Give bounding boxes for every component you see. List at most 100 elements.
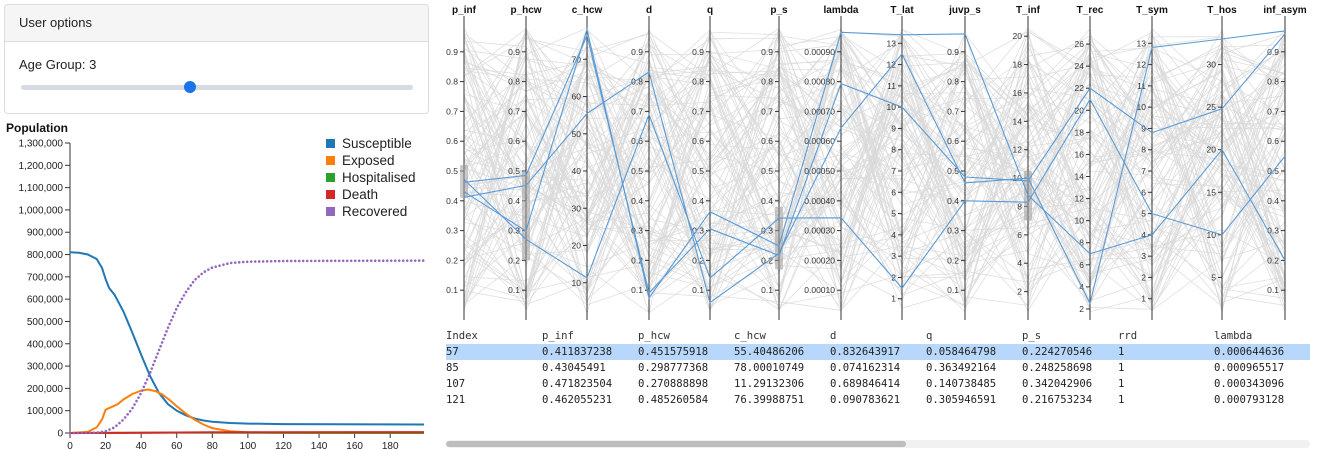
y-tick-label: 800,000 bbox=[27, 250, 64, 261]
axis-tick-label: 0.9 bbox=[947, 47, 959, 57]
x-tick-label: 60 bbox=[171, 441, 183, 450]
axis-tick-label: 20 bbox=[1075, 105, 1085, 115]
axis-title: q bbox=[707, 5, 713, 16]
axis-tick-label: 8 bbox=[891, 145, 896, 155]
axis-tick-label: 1 bbox=[1141, 294, 1146, 304]
axis-tick-label: 0.5 bbox=[446, 166, 458, 176]
axis-tick-label: 25 bbox=[1207, 102, 1217, 112]
axis-title: T_inf bbox=[1016, 5, 1041, 16]
highlighted-line bbox=[463, 30, 1286, 306]
axis-tick-label: 0.9 bbox=[692, 47, 704, 57]
axis-tick-label: 0.6 bbox=[631, 136, 643, 146]
axis-tick-label: 7 bbox=[891, 166, 896, 176]
table-row[interactable]: 85 0.43045491 0.298777368 78.00010749 0.0741… bbox=[446, 360, 1310, 376]
table-cell: 0.462055231 bbox=[542, 394, 613, 406]
legend-label-hospitalised: Hospitalised bbox=[342, 170, 416, 185]
scrollbar-thumb[interactable] bbox=[446, 441, 906, 447]
axis-tick-label: 0.3 bbox=[446, 226, 458, 236]
legend-label-susceptible: Susceptible bbox=[342, 136, 412, 151]
axis-tick-label: 0.9 bbox=[508, 47, 520, 57]
background-line bbox=[463, 34, 1286, 311]
table-header-row[interactable]: Index p_inf p_hcw c_hcw d q p_s rrd lambda bbox=[446, 328, 1310, 344]
axis-tick-label: 0.1 bbox=[446, 285, 458, 295]
axis-tick-label: 0.4 bbox=[508, 196, 520, 206]
background-line bbox=[463, 36, 1286, 288]
table-cell: rrd bbox=[1118, 330, 1138, 342]
axis-title: p_inf bbox=[452, 5, 477, 16]
table-cell: 0.248258698 bbox=[1022, 362, 1093, 374]
axis-tick-label: 0.6 bbox=[761, 136, 773, 146]
axis-tick-label: 0.00090 bbox=[804, 47, 835, 57]
axis-tick-label: 20 bbox=[572, 241, 582, 251]
axis-tick-label: 0.8 bbox=[508, 77, 520, 87]
axis-tick-label: 30 bbox=[572, 203, 582, 213]
table-row[interactable]: 107 0.471823504 0.270888898 11.29132306 0.68… bbox=[446, 376, 1310, 392]
axis-tick-label: 5 bbox=[1211, 272, 1216, 282]
background-line bbox=[463, 60, 1286, 311]
background-lines bbox=[463, 26, 1286, 316]
parallel-coordinates-plot[interactable]: p_inf 0.1 0.2 0.3 0.4 0.5 0.6 0.7 0.8 0.9 p_hcw 0.1… bbox=[440, 0, 1320, 326]
background-line bbox=[463, 75, 1286, 305]
axis-tick-label: 0.1 bbox=[631, 285, 643, 295]
age-group-slider-thumb[interactable] bbox=[183, 81, 196, 93]
axis-tick-label: 18 bbox=[1013, 60, 1023, 70]
y-tick-label: 400,000 bbox=[27, 339, 64, 350]
table-cell: 0.832643917 bbox=[830, 346, 901, 358]
chart-title: Population bbox=[6, 121, 68, 135]
background-line bbox=[463, 34, 1286, 302]
legend-label-recovered: Recovered bbox=[342, 204, 407, 219]
axis-tick-label: 2 bbox=[1141, 272, 1146, 282]
table-horizontal-scrollbar[interactable] bbox=[446, 440, 1310, 448]
table-cell: 0.216753234 bbox=[1022, 394, 1093, 406]
x-tick-label: 20 bbox=[100, 441, 112, 450]
brush-p_inf[interactable] bbox=[460, 165, 468, 198]
axis-tick-label: 3 bbox=[891, 251, 896, 261]
axis-tick-label: 0.2 bbox=[508, 255, 520, 265]
table-cell: Index bbox=[446, 330, 478, 342]
x-tick-label: 120 bbox=[275, 441, 292, 450]
axis-tick-label: 26 bbox=[1075, 39, 1085, 49]
axis-tick-label: 0.2 bbox=[1267, 255, 1279, 265]
table-cell: p_inf bbox=[542, 330, 574, 342]
axis-tick-label: 6 bbox=[1017, 230, 1022, 240]
background-line bbox=[463, 46, 1286, 309]
series-line-recovered bbox=[68, 259, 426, 435]
table-row[interactable]: 57 0.411837238 0.451575918 55.40486206 0.832… bbox=[446, 344, 1310, 360]
axis-tick-label: 11 bbox=[1137, 81, 1146, 91]
background-line bbox=[463, 43, 1286, 306]
axis-tick-label: 9 bbox=[891, 123, 896, 133]
axis-tick-label: 0.6 bbox=[446, 136, 458, 146]
axis-T_hos: T_hos 5 10 15 20 25 30 bbox=[1207, 5, 1237, 320]
axis-title: T_hos bbox=[1207, 5, 1237, 16]
series-line-susceptible bbox=[69, 251, 425, 426]
axis-tick-label: 7 bbox=[1141, 166, 1146, 176]
table-cell: p_hcw bbox=[638, 330, 670, 342]
axis-tick-label: 0.5 bbox=[947, 166, 959, 176]
background-line bbox=[463, 51, 1286, 312]
axis-tick-label: 0.7 bbox=[631, 106, 643, 116]
axis-title: lambda bbox=[823, 5, 858, 16]
axis-tick-label: 13 bbox=[887, 38, 897, 48]
table-cell: d bbox=[830, 330, 837, 342]
background-line bbox=[463, 30, 1286, 285]
axis-tick-label: 2 bbox=[1017, 287, 1022, 297]
axis-tick-label: 0.2 bbox=[692, 255, 704, 265]
table-cell: 1 bbox=[1118, 378, 1125, 390]
table-cell: 1 bbox=[1118, 394, 1125, 406]
y-tick-label: 300,000 bbox=[27, 362, 64, 373]
x-tick-label: 140 bbox=[311, 441, 328, 450]
background-line bbox=[463, 31, 1286, 306]
background-line bbox=[463, 49, 1286, 312]
y-tick-label: 200,000 bbox=[27, 384, 64, 395]
axis-tick-label: 0.6 bbox=[508, 136, 520, 146]
brush-p_hcw[interactable] bbox=[522, 171, 530, 261]
background-line bbox=[463, 36, 1286, 257]
background-line bbox=[463, 60, 1286, 280]
table-row[interactable]: 121 0.462055231 0.485260584 76.39988751 0.09… bbox=[446, 392, 1310, 408]
age-group-slider[interactable] bbox=[21, 81, 413, 93]
brush-p_s[interactable] bbox=[775, 206, 783, 270]
axis-T_inf: T_inf 2 4 6 8 10 12 14 16 18 20 bbox=[1013, 5, 1041, 320]
axis-tick-label: 0.3 bbox=[692, 226, 704, 236]
axis-tick-label: 0.7 bbox=[692, 106, 704, 116]
